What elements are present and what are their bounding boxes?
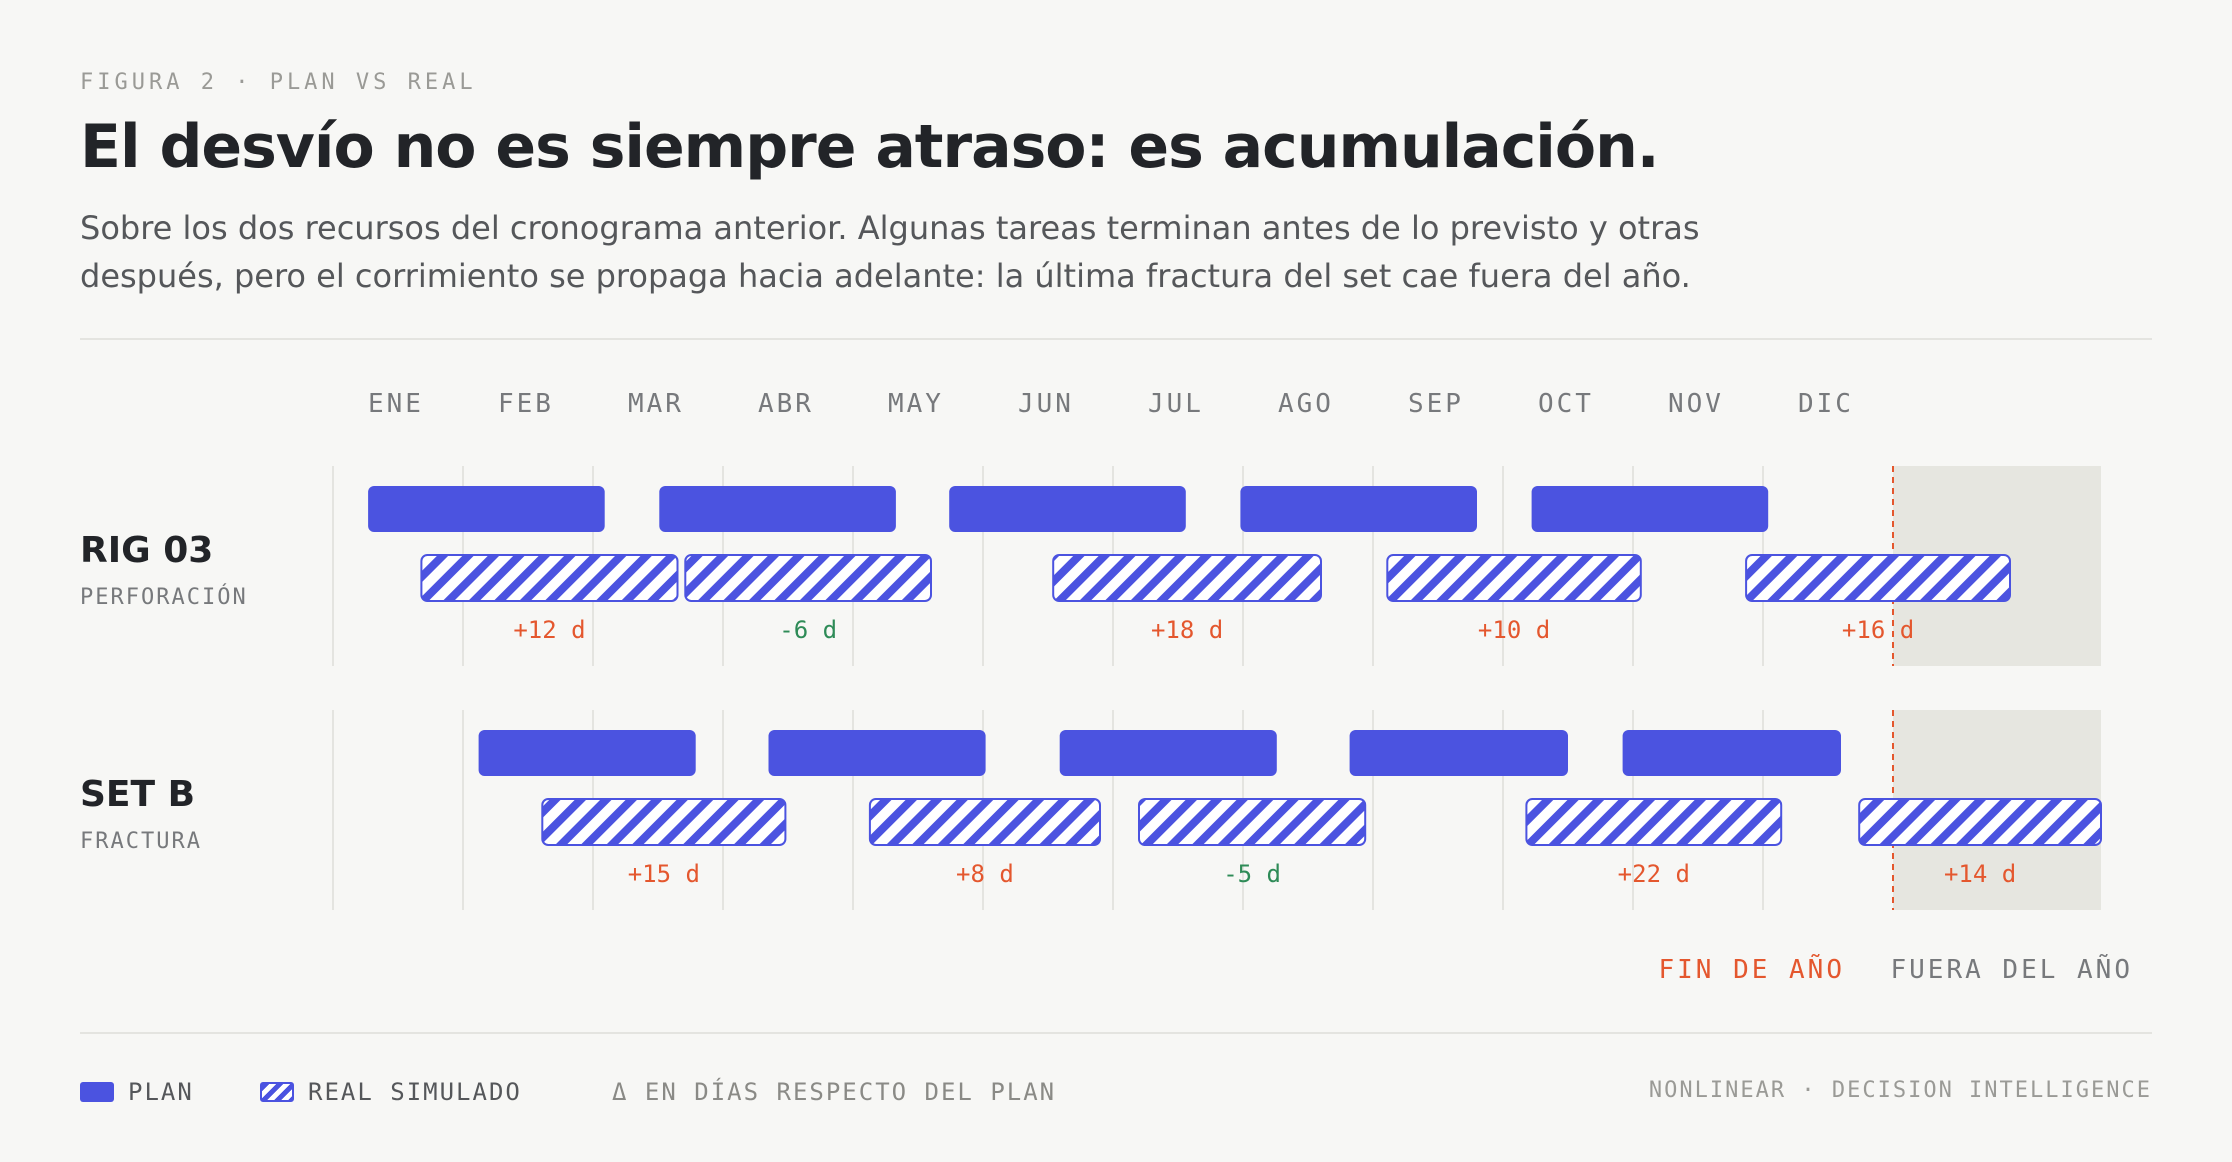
plan-swatch: [80, 1082, 114, 1102]
delta-label-set-b-3: -5 d: [1223, 860, 1281, 888]
resource-subtitle-rig-03: PERFORACIÓN: [80, 584, 248, 610]
real-bar-rig-03-4: [1386, 554, 1642, 602]
delta-label-rig-03-3: +18 d: [1151, 616, 1223, 644]
legend-delta-note: Δ EN DÍAS RESPECTO DEL PLAN: [612, 1078, 1056, 1106]
month-label-nov: NOV: [1668, 389, 1724, 419]
real-bar-set-b-4: [1525, 798, 1783, 846]
month-label-may: MAY: [888, 389, 944, 419]
real-bar-set-b-3: [1138, 798, 1367, 846]
delta-label-rig-03-5: +16 d: [1842, 616, 1914, 644]
month-label-sep: SEP: [1408, 389, 1464, 419]
month-label-oct: OCT: [1538, 389, 1594, 419]
legend-delta-note-label: Δ EN DÍAS RESPECTO DEL PLAN: [612, 1078, 1057, 1106]
real-bar-rig-03-1: [420, 554, 679, 602]
figure-eyebrow: FIGURA 2 · PLAN VS REAL: [80, 70, 477, 95]
real-bar-set-b-1: [541, 798, 787, 846]
plan-bar-rig-03-3: [949, 486, 1186, 532]
bottom-divider: [80, 1032, 2152, 1034]
real-bar-rig-03-2: [684, 554, 932, 602]
plan-bar-set-b-3: [1059, 730, 1277, 776]
delta-label-rig-03-2: -6 d: [779, 616, 837, 644]
resource-name-rig-03: RIG 03: [80, 530, 213, 571]
delta-label-set-b-1: +15 d: [628, 860, 700, 888]
plan-bar-rig-03-5: [1531, 486, 1769, 532]
figure-title: El desvío no es siempre atraso: es acumu…: [80, 112, 1660, 182]
month-label-dic: DIC: [1798, 389, 1854, 419]
month-label-ago: AGO: [1278, 389, 1334, 419]
month-label-abr: ABR: [758, 389, 814, 419]
real-bar-rig-03-5: [1745, 554, 2011, 602]
resource-name-set-b: SET B: [80, 774, 195, 815]
plan-bar-rig-03-1: [368, 486, 605, 532]
month-label-jul: JUL: [1148, 389, 1204, 419]
real-bar-rig-03-3: [1052, 554, 1322, 602]
legend-plan-label: PLAN: [128, 1078, 194, 1106]
delta-label-set-b-5: +14 d: [1944, 860, 2016, 888]
plan-bar-set-b-2: [768, 730, 986, 776]
real-bar-set-b-5: [1858, 798, 2102, 846]
top-divider: [80, 338, 2152, 340]
plan-bar-set-b-4: [1349, 730, 1568, 776]
out-of-year-label: FUERA DEL AÑO: [1891, 953, 2134, 985]
resource-subtitle-set-b: FRACTURA: [80, 829, 202, 854]
delta-label-rig-03-1: +12 d: [513, 616, 585, 644]
month-label-feb: FEB: [498, 389, 554, 419]
delta-label-rig-03-4: +10 d: [1478, 616, 1550, 644]
month-label-mar: MAR: [628, 389, 684, 419]
delta-label-set-b-2: +8 d: [956, 860, 1014, 888]
legend-plan: PLAN: [80, 1078, 194, 1106]
real-bar-set-b-2: [868, 798, 1102, 846]
plan-bar-set-b-5: [1622, 730, 1841, 776]
delta-label-set-b-4: +22 d: [1618, 860, 1690, 888]
year-end-label: FIN DE AÑO: [1658, 953, 1845, 985]
gantt-chart: ENE FEB MAR ABR MAY JUN JUL AGO SEP OCT NOV DIC RIG …: [80, 389, 2134, 985]
plan-bar-rig-03-2: [659, 486, 896, 532]
month-label-jun: JUN: [1018, 389, 1074, 419]
legend-real: REAL SIMULADO: [260, 1078, 522, 1106]
legend-real-label: REAL SIMULADO: [308, 1078, 522, 1106]
real-swatch: [260, 1082, 294, 1102]
brand-footer: NONLINEAR · DECISION INTELLIGENCE: [1648, 1078, 2152, 1103]
month-label-ene: ENE: [368, 389, 424, 419]
plan-bar-set-b-1: [478, 730, 696, 776]
figure-subtitle: Sobre los dos recursos del cronograma an…: [80, 209, 1700, 295]
plan-bar-rig-03-4: [1240, 486, 1477, 532]
